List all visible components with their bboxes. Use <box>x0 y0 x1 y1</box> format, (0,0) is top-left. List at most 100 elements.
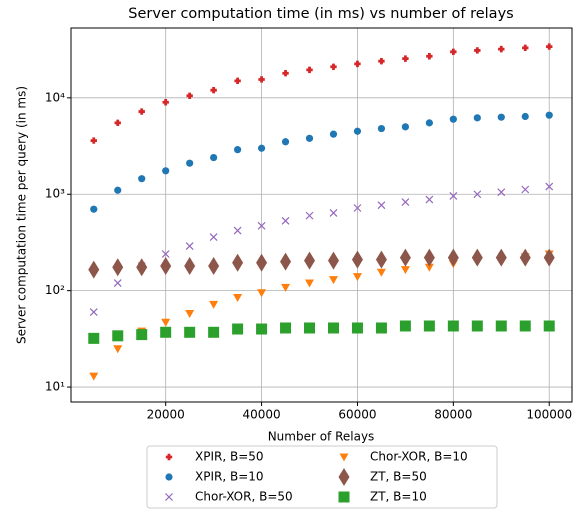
point <box>88 260 100 279</box>
point <box>234 146 242 154</box>
point <box>354 60 361 68</box>
series <box>88 320 555 344</box>
plot-frame <box>70 27 573 403</box>
legend-marker <box>338 468 350 486</box>
point <box>280 252 292 271</box>
y-tick-label: 10² <box>45 283 65 297</box>
point <box>471 248 483 267</box>
point <box>234 77 241 85</box>
point <box>401 123 409 131</box>
y-axis-label: Server computation time per query (in ms… <box>15 86 29 344</box>
point <box>495 320 507 332</box>
point <box>186 159 194 167</box>
point <box>447 248 459 267</box>
point <box>209 233 218 241</box>
legend-label: ZT, B=50 <box>370 470 427 484</box>
point <box>425 195 434 204</box>
point <box>327 322 339 334</box>
point <box>258 76 265 83</box>
point <box>376 268 386 277</box>
point <box>113 279 122 287</box>
point <box>185 309 195 318</box>
legend-label: XPIR, B=50 <box>195 450 264 464</box>
point <box>447 320 459 332</box>
series <box>89 250 554 381</box>
point <box>449 192 458 200</box>
point <box>545 182 554 191</box>
point <box>161 250 170 258</box>
point <box>399 248 411 267</box>
point <box>375 322 387 334</box>
legend-marker <box>339 453 349 462</box>
point <box>471 320 483 332</box>
legend-box <box>146 445 498 509</box>
point <box>162 167 170 175</box>
point <box>519 248 531 267</box>
point <box>186 92 193 99</box>
x-tick-label: 40000 <box>242 408 280 422</box>
point <box>233 226 242 235</box>
legend-marker <box>165 453 173 461</box>
point <box>377 124 386 133</box>
point <box>88 332 100 344</box>
point <box>450 48 457 56</box>
point <box>400 266 410 275</box>
y-tick-label: 10³ <box>45 187 65 201</box>
point <box>136 258 148 277</box>
point <box>328 276 338 285</box>
point <box>161 318 171 327</box>
point <box>281 216 290 225</box>
point <box>185 242 194 250</box>
point <box>543 248 555 267</box>
point <box>232 253 244 272</box>
point <box>280 322 292 334</box>
point <box>375 250 387 269</box>
point <box>281 138 290 146</box>
point <box>210 153 218 162</box>
chart-title: Server computation time (in ms) vs numbe… <box>128 6 513 22</box>
point <box>233 293 243 302</box>
point <box>114 186 122 194</box>
point <box>90 137 97 144</box>
point <box>89 308 98 316</box>
point <box>546 43 553 50</box>
point <box>351 322 363 334</box>
point <box>209 300 219 309</box>
point <box>522 44 529 52</box>
point <box>352 273 362 282</box>
x-tick-label: 20000 <box>147 408 185 422</box>
point <box>184 257 196 276</box>
point <box>208 326 220 338</box>
x-axis-label: Number of Relays <box>268 430 375 444</box>
point <box>210 86 217 94</box>
point <box>497 113 505 121</box>
point <box>112 330 124 342</box>
point <box>89 372 99 381</box>
point <box>378 57 385 65</box>
point <box>519 320 531 332</box>
point <box>329 130 338 138</box>
point <box>305 211 314 220</box>
point <box>425 119 433 127</box>
point <box>423 248 435 267</box>
point <box>497 188 506 197</box>
point <box>401 198 410 206</box>
point <box>114 119 121 127</box>
point <box>521 112 529 121</box>
point <box>184 326 196 338</box>
point <box>281 283 291 292</box>
point <box>474 47 481 54</box>
point <box>473 114 481 122</box>
point <box>426 53 433 60</box>
x-tick-label: 100000 <box>526 408 572 422</box>
point <box>377 201 386 210</box>
point <box>256 253 268 272</box>
point <box>351 250 363 269</box>
point <box>521 185 530 194</box>
point <box>282 70 289 77</box>
point <box>138 175 146 183</box>
point <box>330 63 337 70</box>
legend-label: Chor-XOR, B=50 <box>195 490 293 504</box>
point <box>113 345 123 354</box>
